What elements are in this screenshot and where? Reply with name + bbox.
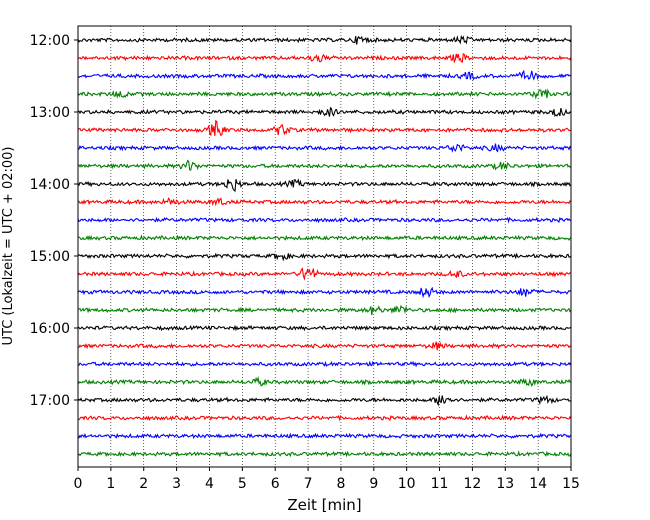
trace-line xyxy=(77,143,572,153)
trace-line xyxy=(77,119,571,137)
trace-line xyxy=(77,159,572,171)
trace-line xyxy=(78,197,572,207)
x-tick-label: 15 xyxy=(562,476,580,492)
x-tick-label: 7 xyxy=(304,476,313,492)
trace-line xyxy=(77,286,572,299)
x-tick-label: 12 xyxy=(463,476,481,492)
trace-line xyxy=(77,178,572,193)
x-tick-label: 4 xyxy=(205,476,214,492)
x-tick-label: 11 xyxy=(431,476,449,492)
trace-line xyxy=(77,52,572,64)
x-tick-label: 1 xyxy=(106,476,115,492)
trace-line xyxy=(77,69,572,81)
x-axis-ticks: 0 1 2 3 4 5 6 7 8 9 10 11 12 13 14 15 xyxy=(74,467,580,492)
x-tick-label: 9 xyxy=(369,476,378,492)
trace-line xyxy=(77,414,572,422)
trace-line xyxy=(78,106,572,118)
seismic-traces xyxy=(77,34,572,458)
x-tick-label: 8 xyxy=(336,476,345,492)
trace-line xyxy=(77,341,572,351)
trace-line xyxy=(77,450,572,458)
trace-line xyxy=(77,234,572,242)
x-tick-label: 3 xyxy=(172,476,181,492)
y-axis-label: UTC (Lokalzeit = UTC + 02:00) xyxy=(1,147,16,346)
y-axis-ticks: 12:00 13:00 14:00 15:00 16:00 17:00 xyxy=(30,33,78,409)
x-tick-label: 14 xyxy=(529,476,547,492)
trace-line xyxy=(77,324,572,332)
trace-line xyxy=(77,34,572,45)
trace-line xyxy=(77,267,572,281)
x-tick-label: 5 xyxy=(238,476,247,492)
y-tick-label: 17:00 xyxy=(30,393,70,409)
y-tick-label: 15:00 xyxy=(30,249,70,265)
x-tick-label: 13 xyxy=(496,476,514,492)
x-tick-label: 2 xyxy=(139,476,148,492)
y-tick-label: 16:00 xyxy=(30,321,70,337)
trace-line xyxy=(77,216,572,224)
y-tick-label: 13:00 xyxy=(30,105,70,121)
y-tick-label: 12:00 xyxy=(30,33,70,49)
x-tick-label: 10 xyxy=(398,476,416,492)
y-tick-label: 14:00 xyxy=(30,177,70,193)
trace-line xyxy=(77,360,572,368)
x-tick-label: 6 xyxy=(271,476,280,492)
trace-line xyxy=(77,394,572,407)
trace-line xyxy=(77,376,572,388)
trace-line xyxy=(77,432,572,440)
x-tick-label: 0 xyxy=(74,476,83,492)
plot-frame xyxy=(77,25,572,468)
trace-line xyxy=(77,252,572,262)
trace-line xyxy=(78,304,572,316)
x-axis-label: Zeit [min] xyxy=(287,496,361,514)
trace-line xyxy=(77,88,572,100)
